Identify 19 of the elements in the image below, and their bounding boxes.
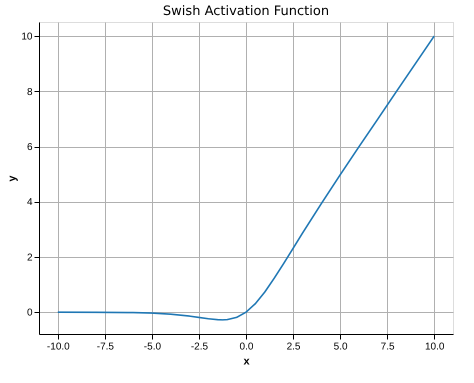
y-tick-label: 8 — [26, 86, 33, 98]
x-tick-label: -10.0 — [46, 342, 70, 352]
x-tick-label: 2.5 — [286, 342, 301, 352]
y-tick-label: 6 — [26, 142, 33, 154]
x-tick-label: 10.0 — [424, 342, 445, 352]
x-tick-label: 7.5 — [380, 342, 396, 352]
y-tick-label: 4 — [26, 197, 33, 208]
x-tick-label: -5.0 — [144, 342, 162, 352]
chart-title: Swish Activation Function — [162, 4, 330, 19]
y-tick-label: 2 — [26, 252, 33, 264]
x-tick-label: 5.0 — [334, 342, 348, 352]
x-tick-label: -2.5 — [190, 342, 209, 352]
x-tick-label: 0.0 — [240, 342, 254, 352]
x-axis-title: x — [243, 356, 250, 368]
y-tick-label: 10 — [21, 32, 33, 43]
y-axis-title: y — [6, 174, 18, 182]
x-tick-label: -7.5 — [96, 342, 114, 352]
line-series — [57, 35, 435, 321]
y-tick-label: 0 — [26, 308, 33, 319]
